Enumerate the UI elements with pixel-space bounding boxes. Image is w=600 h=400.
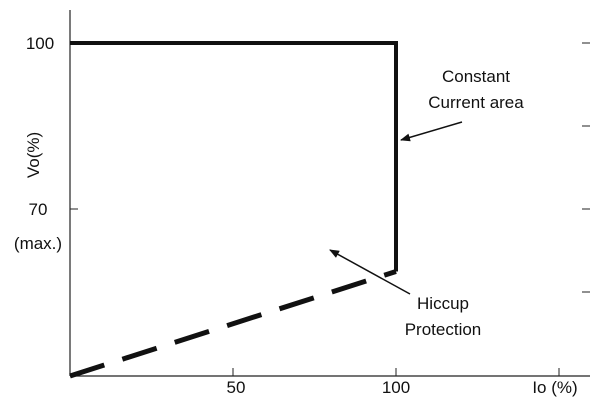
y-tick-sublabel-max: (max.) (14, 234, 62, 253)
x-tick-label-100: 100 (382, 378, 410, 397)
y-tick-label-70: 70 (29, 200, 48, 219)
series-constant-current (70, 41, 398, 272)
series-hiccup-protection (69, 269, 397, 379)
y-axis-label: Vo(%) (24, 132, 43, 178)
annotation-hiccup-line1: Hiccup (417, 294, 469, 313)
annotation-hiccup-line2: Protection (405, 320, 482, 339)
annotation-hiccup-arrow (329, 249, 411, 295)
annotation-constant-current-line1: Constant (442, 67, 510, 86)
annotation-constant-current-arrow (400, 121, 463, 142)
x-tick-label-50: 50 (227, 378, 246, 397)
x-axis-label: Io (%) (532, 378, 577, 397)
y-tick-label-100: 100 (26, 34, 54, 53)
annotation-constant-current-line2: Current area (428, 93, 524, 112)
